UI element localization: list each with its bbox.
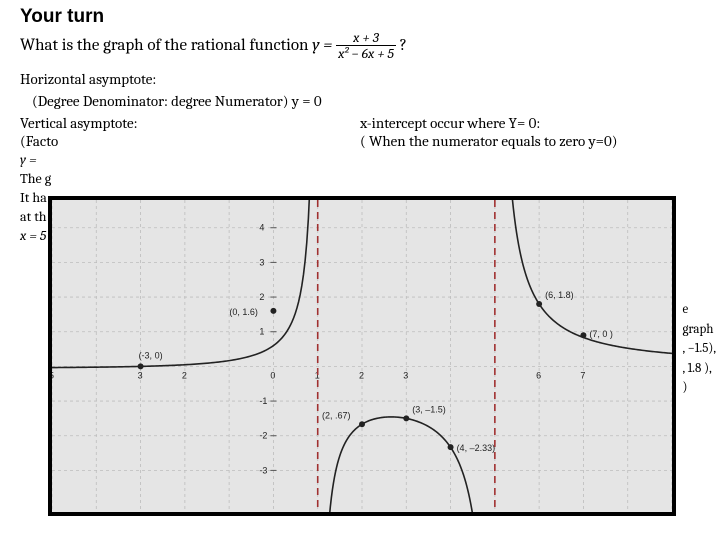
svg-text:7: 7 [580, 370, 585, 380]
question-text: What is the graph of the rational functi… [0, 30, 720, 68]
va-heading: Vertical asymptote: [20, 114, 360, 132]
frag-1: e [682, 300, 716, 320]
fraction-den: x² − 6x + 5 [336, 46, 396, 61]
svg-text:(0, 1.6): (0, 1.6) [229, 307, 258, 317]
question-prefix: What is the graph of the rational functi… [20, 36, 312, 55]
xi-detail: ( When the numerator equals to zero y=0) [360, 132, 700, 150]
svg-text:3: 3 [259, 257, 264, 267]
svg-text:5: 5 [52, 370, 54, 380]
clip-line-2: The g [0, 169, 720, 188]
clip-line-1: y = [0, 150, 720, 169]
va-detail: (Facto [20, 132, 360, 150]
svg-text:0: 0 [270, 370, 275, 380]
svg-text:2: 2 [182, 370, 187, 380]
frag-5: ) [682, 378, 716, 398]
question-lhs: y = [312, 36, 332, 55]
svg-text:-1: -1 [259, 396, 267, 406]
frag-3: , −1.5), [682, 339, 716, 359]
svg-text:(6, 1.8): (6, 1.8) [545, 290, 574, 300]
svg-text:(4, –2.33): (4, –2.33) [457, 443, 496, 453]
rational-function-chart: 532012367-3-2-11234(-3, 0)(0, 1.6)(2, .6… [48, 196, 676, 516]
chart-svg: 532012367-3-2-11234(-3, 0)(0, 1.6)(2, .6… [52, 200, 672, 512]
frag-4: , 1.8 ), [682, 359, 716, 379]
svg-text:-2: -2 [259, 431, 267, 441]
svg-text:2: 2 [359, 370, 364, 380]
ha-heading: Horizontal asymptote: [0, 68, 720, 90]
svg-text:(-3, 0): (-3, 0) [139, 350, 163, 360]
svg-text:2: 2 [259, 292, 264, 302]
svg-text:(3, –1.5): (3, –1.5) [412, 404, 446, 414]
svg-text:(7, 0 ): (7, 0 ) [589, 329, 613, 339]
frag-2: graph [682, 320, 716, 340]
svg-text:3: 3 [403, 370, 408, 380]
page-title: Your turn [20, 6, 700, 28]
svg-text:(2, .67): (2, .67) [322, 410, 351, 420]
svg-text:1: 1 [259, 327, 264, 337]
ha-detail: (Degree Denominator: degree Numerator) y… [0, 90, 720, 112]
fraction-num: x + 3 [336, 30, 396, 46]
question-fraction: x + 3 x² − 6x + 5 [336, 30, 396, 62]
svg-text:6: 6 [536, 370, 541, 380]
svg-text:3: 3 [138, 370, 143, 380]
question-suffix: ? [400, 36, 407, 55]
svg-text:4: 4 [259, 223, 264, 233]
right-text-fragments: e graph , −1.5), , 1.8 ), ) [682, 300, 716, 398]
svg-text:-3: -3 [259, 465, 267, 475]
xi-heading: x-intercept occur where Y= 0: [360, 114, 700, 132]
